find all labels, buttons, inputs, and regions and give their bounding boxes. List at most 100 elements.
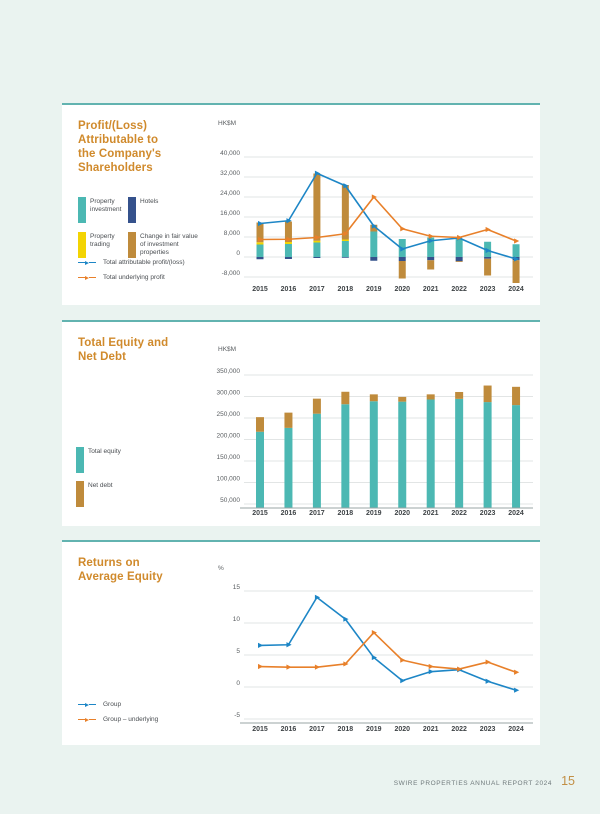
svg-text:2024: 2024 xyxy=(508,286,524,293)
chart-card-equity-debt: HK$M 350,000 300,000 250,000 200,000 150,000 1… xyxy=(62,320,540,526)
svg-text:2017: 2017 xyxy=(309,510,325,517)
legend-label: Total underlying profit xyxy=(103,274,165,281)
svg-text:2022: 2022 xyxy=(451,510,467,517)
svg-text:2020: 2020 xyxy=(394,726,410,733)
legend-label: Total attributable profit/(loss) xyxy=(103,259,185,266)
svg-text:2015: 2015 xyxy=(252,510,268,517)
legend-label: Total equity xyxy=(88,448,121,455)
legend-label: Net debt xyxy=(88,482,113,489)
svg-text:16,000: 16,000 xyxy=(220,210,240,217)
title-line: Profit/(Loss) xyxy=(78,120,148,132)
svg-text:2023: 2023 xyxy=(480,286,496,293)
svg-text:200,000: 200,000 xyxy=(217,433,241,440)
title-line: Total Equity and xyxy=(78,337,169,349)
svg-text:250,000: 250,000 xyxy=(217,411,241,418)
svg-text:2020: 2020 xyxy=(394,286,410,293)
title-line: the Company's xyxy=(78,148,162,160)
svg-text:2018: 2018 xyxy=(338,726,354,733)
svg-text:2017: 2017 xyxy=(309,726,325,733)
svg-text:2023: 2023 xyxy=(480,726,496,733)
orange-line-marker-icon xyxy=(78,275,98,280)
page-footer: SWIRE PROPERTIES ANNUAL REPORT 2024 15 xyxy=(394,774,575,788)
legend-label: Property investment xyxy=(90,198,122,213)
legend-item-fair-value: Change in fair value of investment prope… xyxy=(128,232,204,258)
legend-item-group: Group xyxy=(78,697,158,712)
svg-text:8,000: 8,000 xyxy=(224,230,241,237)
svg-text:50,000: 50,000 xyxy=(220,497,240,504)
equity-net-debt-chart: HK$M 350,000 300,000 250,000 200,000 150,000 1… xyxy=(217,346,533,517)
hotels-swatch xyxy=(128,197,136,223)
legend-label: Hotels xyxy=(140,198,159,205)
legend-item-group-underlying: Group – underlying xyxy=(78,712,158,727)
legend-label: Property trading xyxy=(90,233,115,248)
svg-text:24,000: 24,000 xyxy=(220,190,240,197)
svg-text:2022: 2022 xyxy=(451,726,467,733)
legend-item-underlying-profit: Total underlying profit xyxy=(78,270,185,285)
footer-report-title: SWIRE PROPERTIES ANNUAL REPORT 2024 xyxy=(393,780,553,787)
svg-text:2016: 2016 xyxy=(281,510,297,517)
profit-loss-chart: HK$M 40,000 32,000 24,000 16,000 8,000 0 -8,000… xyxy=(218,120,533,293)
total-equity-swatch xyxy=(76,447,84,473)
title-line: Returns on xyxy=(78,557,140,569)
property-investment-swatch xyxy=(78,197,86,223)
chart-card-returns: % 15 10 5 0 -5 2015 2016 2017 2018 2019 2020 2021 202… xyxy=(62,540,540,745)
blue-line-marker-icon xyxy=(78,702,98,707)
chart-title-equity-debt: Total Equity and Net Debt xyxy=(78,336,168,364)
legend-item-total-equity: Total equity xyxy=(76,447,121,473)
fair-value-swatch xyxy=(128,232,136,258)
svg-text:150,000: 150,000 xyxy=(217,454,241,461)
svg-text:2019: 2019 xyxy=(366,510,382,517)
title-line: Net Debt xyxy=(78,351,127,363)
svg-text:2015: 2015 xyxy=(252,286,268,293)
svg-text:2022: 2022 xyxy=(451,286,467,293)
svg-text:2024: 2024 xyxy=(508,510,524,517)
bar-legend: Property investment Hotels Property trad… xyxy=(78,197,204,258)
svg-text:32,000: 32,000 xyxy=(220,170,240,177)
svg-text:0: 0 xyxy=(236,680,240,687)
net-debt-swatch xyxy=(76,481,84,507)
title-line: Average Equity xyxy=(78,571,163,583)
svg-text:10: 10 xyxy=(233,616,241,623)
line-legend: Group Group – underlying xyxy=(78,697,158,727)
legend-item-property-investment: Property investment xyxy=(78,197,128,223)
legend-label: Change in fair value of investment prope… xyxy=(140,233,198,256)
orange-line-marker-icon xyxy=(78,717,98,722)
svg-text:350,000: 350,000 xyxy=(217,368,241,375)
svg-text:15: 15 xyxy=(233,584,241,591)
svg-text:2017: 2017 xyxy=(309,286,325,293)
svg-text:2020: 2020 xyxy=(394,510,410,517)
svg-text:2021: 2021 xyxy=(423,726,439,733)
svg-text:2021: 2021 xyxy=(423,286,439,293)
svg-text:2024: 2024 xyxy=(508,726,524,733)
title-line: Shareholders xyxy=(78,162,153,174)
page-number: 15 xyxy=(561,774,575,788)
property-trading-swatch xyxy=(78,232,86,258)
legend-item-net-debt: Net debt xyxy=(76,481,113,507)
legend-item-property-trading: Property trading xyxy=(78,232,128,258)
svg-text:HK$M: HK$M xyxy=(218,346,236,353)
svg-text:0: 0 xyxy=(236,250,240,257)
legend-label: Group xyxy=(103,701,122,708)
svg-text:2018: 2018 xyxy=(338,286,354,293)
svg-text:2019: 2019 xyxy=(366,286,382,293)
svg-text:40,000: 40,000 xyxy=(220,150,240,157)
legend-label: Group – underlying xyxy=(103,716,159,723)
svg-text:2021: 2021 xyxy=(423,510,439,517)
legend-item-attributable-profit: Total attributable profit/(loss) xyxy=(78,255,185,270)
svg-text:2016: 2016 xyxy=(281,286,297,293)
blue-line-marker-icon xyxy=(78,260,98,265)
svg-text:300,000: 300,000 xyxy=(217,390,241,397)
svg-text:-5: -5 xyxy=(234,712,240,719)
chart-title-returns: Returns on Average Equity xyxy=(78,556,163,584)
chart-card-profit-loss: HK$M 40,000 32,000 24,000 16,000 8,000 0 -8,000… xyxy=(62,103,540,305)
chart-title-profit-loss: Profit/(Loss) Attributable to the Compan… xyxy=(78,119,161,175)
title-line: Attributable to xyxy=(78,134,159,146)
svg-text:-8,000: -8,000 xyxy=(222,270,241,277)
svg-text:%: % xyxy=(218,565,224,572)
svg-text:HK$M: HK$M xyxy=(218,120,236,127)
returns-chart: % 15 10 5 0 -5 2015 2016 2017 2018 2019 2020 2021 202… xyxy=(218,565,533,733)
svg-text:2023: 2023 xyxy=(480,510,496,517)
svg-text:2019: 2019 xyxy=(366,726,382,733)
svg-text:100,000: 100,000 xyxy=(217,476,241,483)
